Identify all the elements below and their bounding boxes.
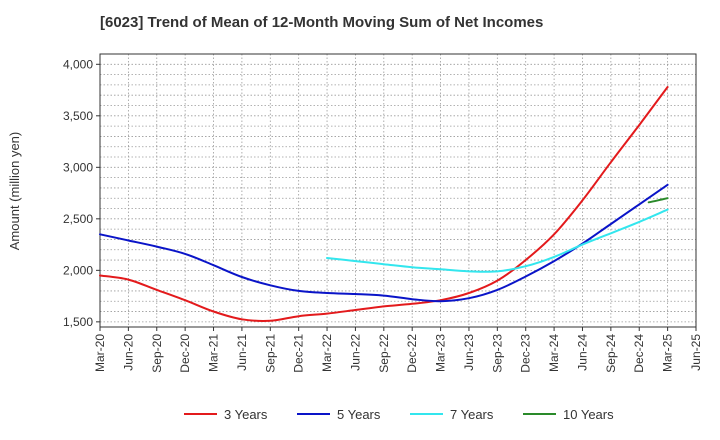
x-tick-labels: Mar-20 Jun-20 Sep-20 Dec-20 Mar-21 Jun-21 Sep-… (93, 327, 703, 373)
x-tick-label: Mar-22 (320, 334, 334, 372)
x-tick-label: Dec-22 (405, 334, 419, 373)
y-tick-label: 2,000 (63, 263, 93, 277)
x-tick-label: Mar-21 (207, 334, 221, 372)
x-tick-label: Jun-25 (689, 334, 703, 371)
x-tick-label: Dec-21 (292, 334, 306, 373)
y-tick-label: 3,000 (63, 160, 93, 174)
legend-label: 10 Years (563, 407, 614, 422)
y-tick-label: 2,500 (63, 212, 93, 226)
x-tick-label: Jun-24 (575, 334, 589, 371)
x-tick-label: Sep-24 (604, 334, 618, 373)
x-tick-label: Jun-20 (121, 334, 135, 371)
x-tick-label: Mar-23 (434, 334, 448, 372)
series-line-3-years (99, 86, 669, 322)
y-tick-labels: 1,500 2,000 2,500 3,000 3,500 4,000 (63, 57, 100, 329)
x-tick-label: Dec-20 (178, 334, 192, 373)
x-tick-label: Dec-23 (519, 334, 533, 373)
x-tick-label: Mar-24 (547, 334, 561, 372)
legend-label: 3 Years (224, 407, 268, 422)
series-line-10-years (647, 197, 669, 204)
x-tick-label: Sep-22 (377, 334, 391, 373)
y-tick-label: 1,500 (63, 315, 93, 329)
x-tick-label: Sep-23 (490, 334, 504, 373)
y-axis-title: Amount (million yen) (7, 132, 22, 251)
x-tick-label: Jun-21 (235, 334, 249, 371)
series-line-7-years (326, 208, 669, 273)
x-tick-label: Sep-21 (263, 334, 277, 373)
grid-lines (100, 54, 696, 327)
x-tick-label: Dec-24 (632, 334, 646, 373)
chart-title: [6023] Trend of Mean of 12-Month Moving … (100, 14, 544, 31)
y-tick-label: 4,000 (63, 57, 93, 71)
series-lines (99, 86, 669, 322)
x-tick-label: Mar-20 (93, 334, 107, 372)
legend: 3 Years 5 Years 7 Years 10 Years (184, 407, 614, 422)
x-tick-label: Jun-23 (462, 334, 476, 371)
y-tick-label: 3,500 (63, 109, 93, 123)
legend-label: 7 Years (450, 407, 494, 422)
x-tick-label: Mar-25 (661, 334, 675, 372)
x-tick-label: Jun-22 (348, 334, 362, 371)
legend-label: 5 Years (337, 407, 381, 422)
plot-frame (99, 53, 697, 328)
x-tick-label: Sep-20 (150, 334, 164, 373)
